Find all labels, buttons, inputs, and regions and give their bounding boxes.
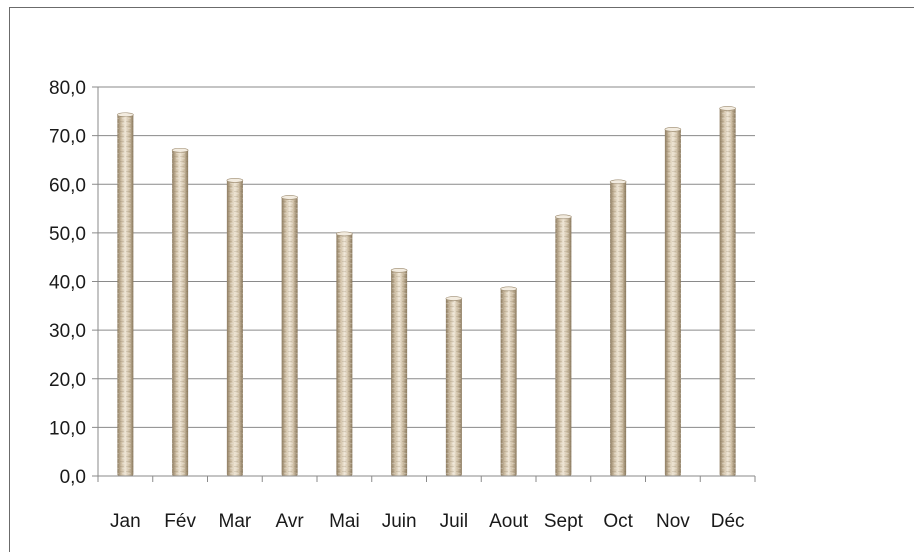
bar-texture xyxy=(336,232,353,476)
bar-texture xyxy=(281,196,298,476)
bar-10 xyxy=(609,179,627,476)
bar-5 xyxy=(336,231,353,476)
bar-texture xyxy=(555,215,572,476)
bar-cap xyxy=(390,268,408,273)
x-tick-label: Juil xyxy=(440,511,469,532)
y-tick-label: 10,0 xyxy=(49,418,86,439)
bars xyxy=(92,106,756,482)
bar-cap xyxy=(609,179,627,185)
bar-texture xyxy=(226,179,243,476)
bar-texture xyxy=(445,297,462,476)
y-tick-label: 80,0 xyxy=(49,78,86,99)
x-tick-label: Nov xyxy=(656,511,690,532)
x-tick-label: Déc xyxy=(711,511,745,532)
bar-cap xyxy=(719,106,736,111)
y-tick-label: 20,0 xyxy=(49,370,86,391)
bar-texture xyxy=(610,180,627,476)
y-tick-label: 40,0 xyxy=(49,273,86,294)
bar-texture xyxy=(500,287,517,476)
x-tick-label: Juin xyxy=(382,511,417,532)
bar-texture xyxy=(391,269,408,476)
x-tick-label: Fév xyxy=(164,511,196,532)
bar-cap xyxy=(555,214,572,220)
y-tick-label: 70,0 xyxy=(49,127,86,148)
bar-cap xyxy=(445,296,463,301)
bar-cap xyxy=(336,231,353,237)
bar-cap xyxy=(281,195,298,200)
bar-cap xyxy=(664,127,682,132)
y-tick-label: 0,0 xyxy=(60,467,86,488)
x-tick-label: Oct xyxy=(603,511,633,532)
bar-9 xyxy=(555,214,572,476)
x-tick-labels: Jan Fév Mar Avr Mai Juin Juil Aout Sept Oct Nov Déc xyxy=(110,511,744,532)
bar-cap xyxy=(171,147,189,153)
x-tick-label: Jan xyxy=(110,511,141,532)
y-tick-label: 30,0 xyxy=(49,321,86,342)
y-tick-labels: 0,0 10,0 20,0 30,0 40,0 50,0 60,0 70,0 80,0 xyxy=(49,78,86,488)
x-tick-label: Mar xyxy=(219,511,252,532)
bar-7 xyxy=(445,296,463,476)
gridlines xyxy=(92,86,755,477)
bar-cap xyxy=(500,286,517,292)
x-tick-label: Aout xyxy=(489,511,529,532)
bar-texture xyxy=(719,107,736,477)
x-tick-label: Avr xyxy=(276,511,305,532)
bar-11 xyxy=(664,127,682,477)
bar-4 xyxy=(281,195,298,476)
bar-2 xyxy=(171,147,189,477)
y-tick-label: 50,0 xyxy=(49,224,86,245)
bar-8 xyxy=(500,286,517,476)
bar-12 xyxy=(719,106,736,477)
y-tick-label: 60,0 xyxy=(49,175,86,196)
bar-cap xyxy=(226,178,244,183)
x-tick-label: Mai xyxy=(329,511,360,532)
bar-texture xyxy=(117,113,134,477)
bar-cap xyxy=(117,112,134,118)
x-tick-label: Sept xyxy=(544,511,584,532)
bar-1 xyxy=(117,112,134,477)
bar-6 xyxy=(390,268,408,476)
bar-texture xyxy=(664,128,681,477)
bar-3 xyxy=(226,178,244,476)
bar-texture xyxy=(172,149,189,477)
